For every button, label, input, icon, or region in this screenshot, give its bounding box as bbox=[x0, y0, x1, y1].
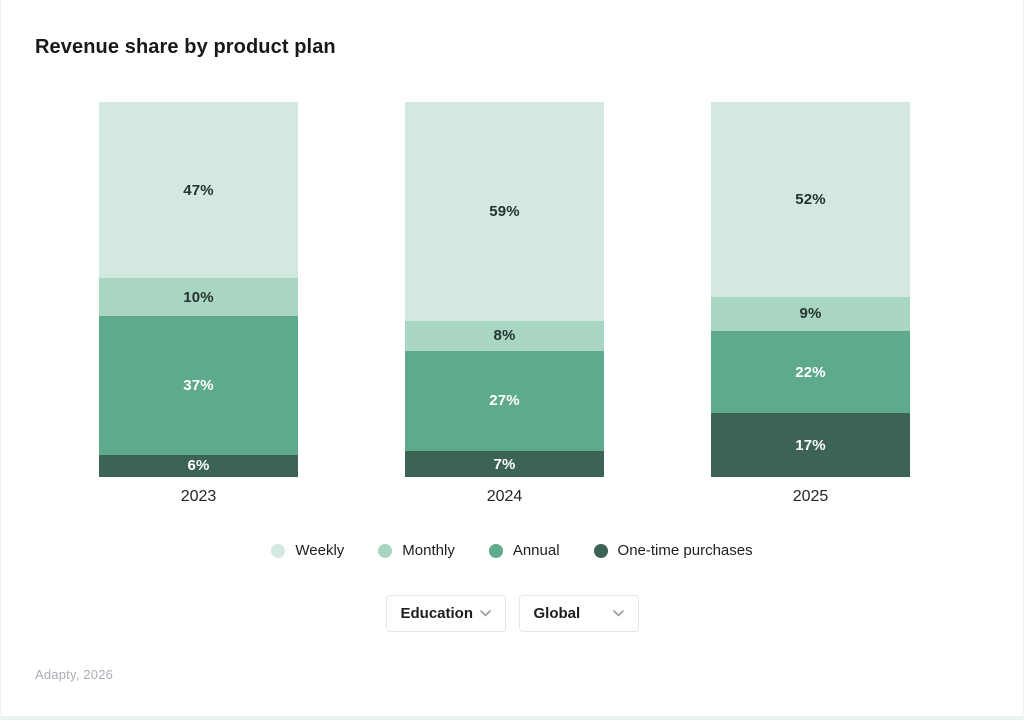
bar-segment-one-time-purchases: 6% bbox=[99, 454, 298, 477]
bar-segment-one-time-purchases: 17% bbox=[711, 413, 910, 477]
stacked-bar: 52% 9% 22% 17% bbox=[711, 102, 910, 477]
chevron-down-icon bbox=[479, 610, 491, 617]
stacked-bar: 47% 10% 37% 6% bbox=[99, 102, 298, 477]
legend-item: One-time purchases bbox=[593, 542, 753, 559]
legend-swatch-icon bbox=[271, 543, 286, 558]
legend-item: Annual bbox=[488, 542, 560, 559]
source-note: Adapty, 2026 bbox=[35, 667, 114, 682]
category-label: 2025 bbox=[792, 488, 829, 505]
legend-item: Weekly bbox=[271, 542, 344, 559]
bar-segment-monthly: 9% bbox=[711, 297, 910, 331]
segment-value-label: 6% bbox=[187, 457, 210, 475]
chart-legend: Weekly Monthly Annual One-time purchases bbox=[1, 542, 1023, 559]
page-bottom-edge bbox=[1, 716, 1023, 720]
segment-value-label: 17% bbox=[795, 436, 826, 454]
bar-segment-annual: 22% bbox=[711, 330, 910, 414]
category-label: 2023 bbox=[180, 488, 217, 505]
bar-segment-weekly: 52% bbox=[711, 102, 910, 297]
legend-swatch-icon bbox=[378, 543, 393, 558]
bar-segment-weekly: 47% bbox=[99, 102, 298, 279]
segment-value-label: 47% bbox=[183, 181, 214, 199]
segment-value-label: 27% bbox=[489, 392, 520, 410]
region-dropdown[interactable]: Global bbox=[518, 595, 639, 632]
chevron-down-icon bbox=[612, 610, 624, 617]
bar-column: 59% 8% 27% 7% 2024 bbox=[405, 102, 604, 506]
bar-segment-one-time-purchases: 7% bbox=[405, 451, 604, 477]
bar-column: 47% 10% 37% 6% 2023 bbox=[99, 102, 298, 506]
stacked-bar-chart: 47% 10% 37% 6% 2023 59% 8% 27% 7% 2024 52% 9% 22% 17%… bbox=[99, 102, 910, 506]
bar-segment-monthly: 8% bbox=[405, 321, 604, 351]
bar-segment-annual: 37% bbox=[99, 315, 298, 455]
page-title: Revenue share by product plan bbox=[35, 36, 336, 58]
region-dropdown-value: Global bbox=[533, 605, 581, 622]
segment-dropdown[interactable]: Education bbox=[385, 595, 506, 632]
bar-segment-monthly: 10% bbox=[99, 278, 298, 316]
bar-segment-annual: 27% bbox=[405, 350, 604, 452]
segment-value-label: 8% bbox=[493, 327, 516, 345]
legend-label: Monthly bbox=[402, 542, 455, 559]
bar-segment-weekly: 59% bbox=[405, 102, 604, 322]
category-label: 2024 bbox=[486, 488, 523, 505]
segment-value-label: 52% bbox=[795, 191, 826, 208]
bar-column: 52% 9% 22% 17% 2025 bbox=[711, 102, 910, 506]
segment-value-label: 10% bbox=[183, 288, 214, 306]
segment-dropdown-value: Education bbox=[400, 605, 474, 622]
segment-value-label: 59% bbox=[489, 203, 520, 221]
segment-value-label: 7% bbox=[493, 455, 516, 473]
segment-value-label: 37% bbox=[183, 376, 214, 394]
legend-swatch-icon bbox=[488, 543, 503, 558]
segment-value-label: 9% bbox=[799, 305, 822, 323]
legend-label: One-time purchases bbox=[617, 542, 753, 559]
legend-label: Weekly bbox=[295, 542, 345, 559]
legend-label: Annual bbox=[512, 542, 560, 559]
legend-item: Monthly bbox=[378, 542, 455, 559]
segment-value-label: 22% bbox=[795, 363, 826, 381]
filter-row: Education Global bbox=[1, 595, 1023, 632]
legend-swatch-icon bbox=[593, 543, 608, 558]
stacked-bar: 59% 8% 27% 7% bbox=[405, 102, 604, 477]
